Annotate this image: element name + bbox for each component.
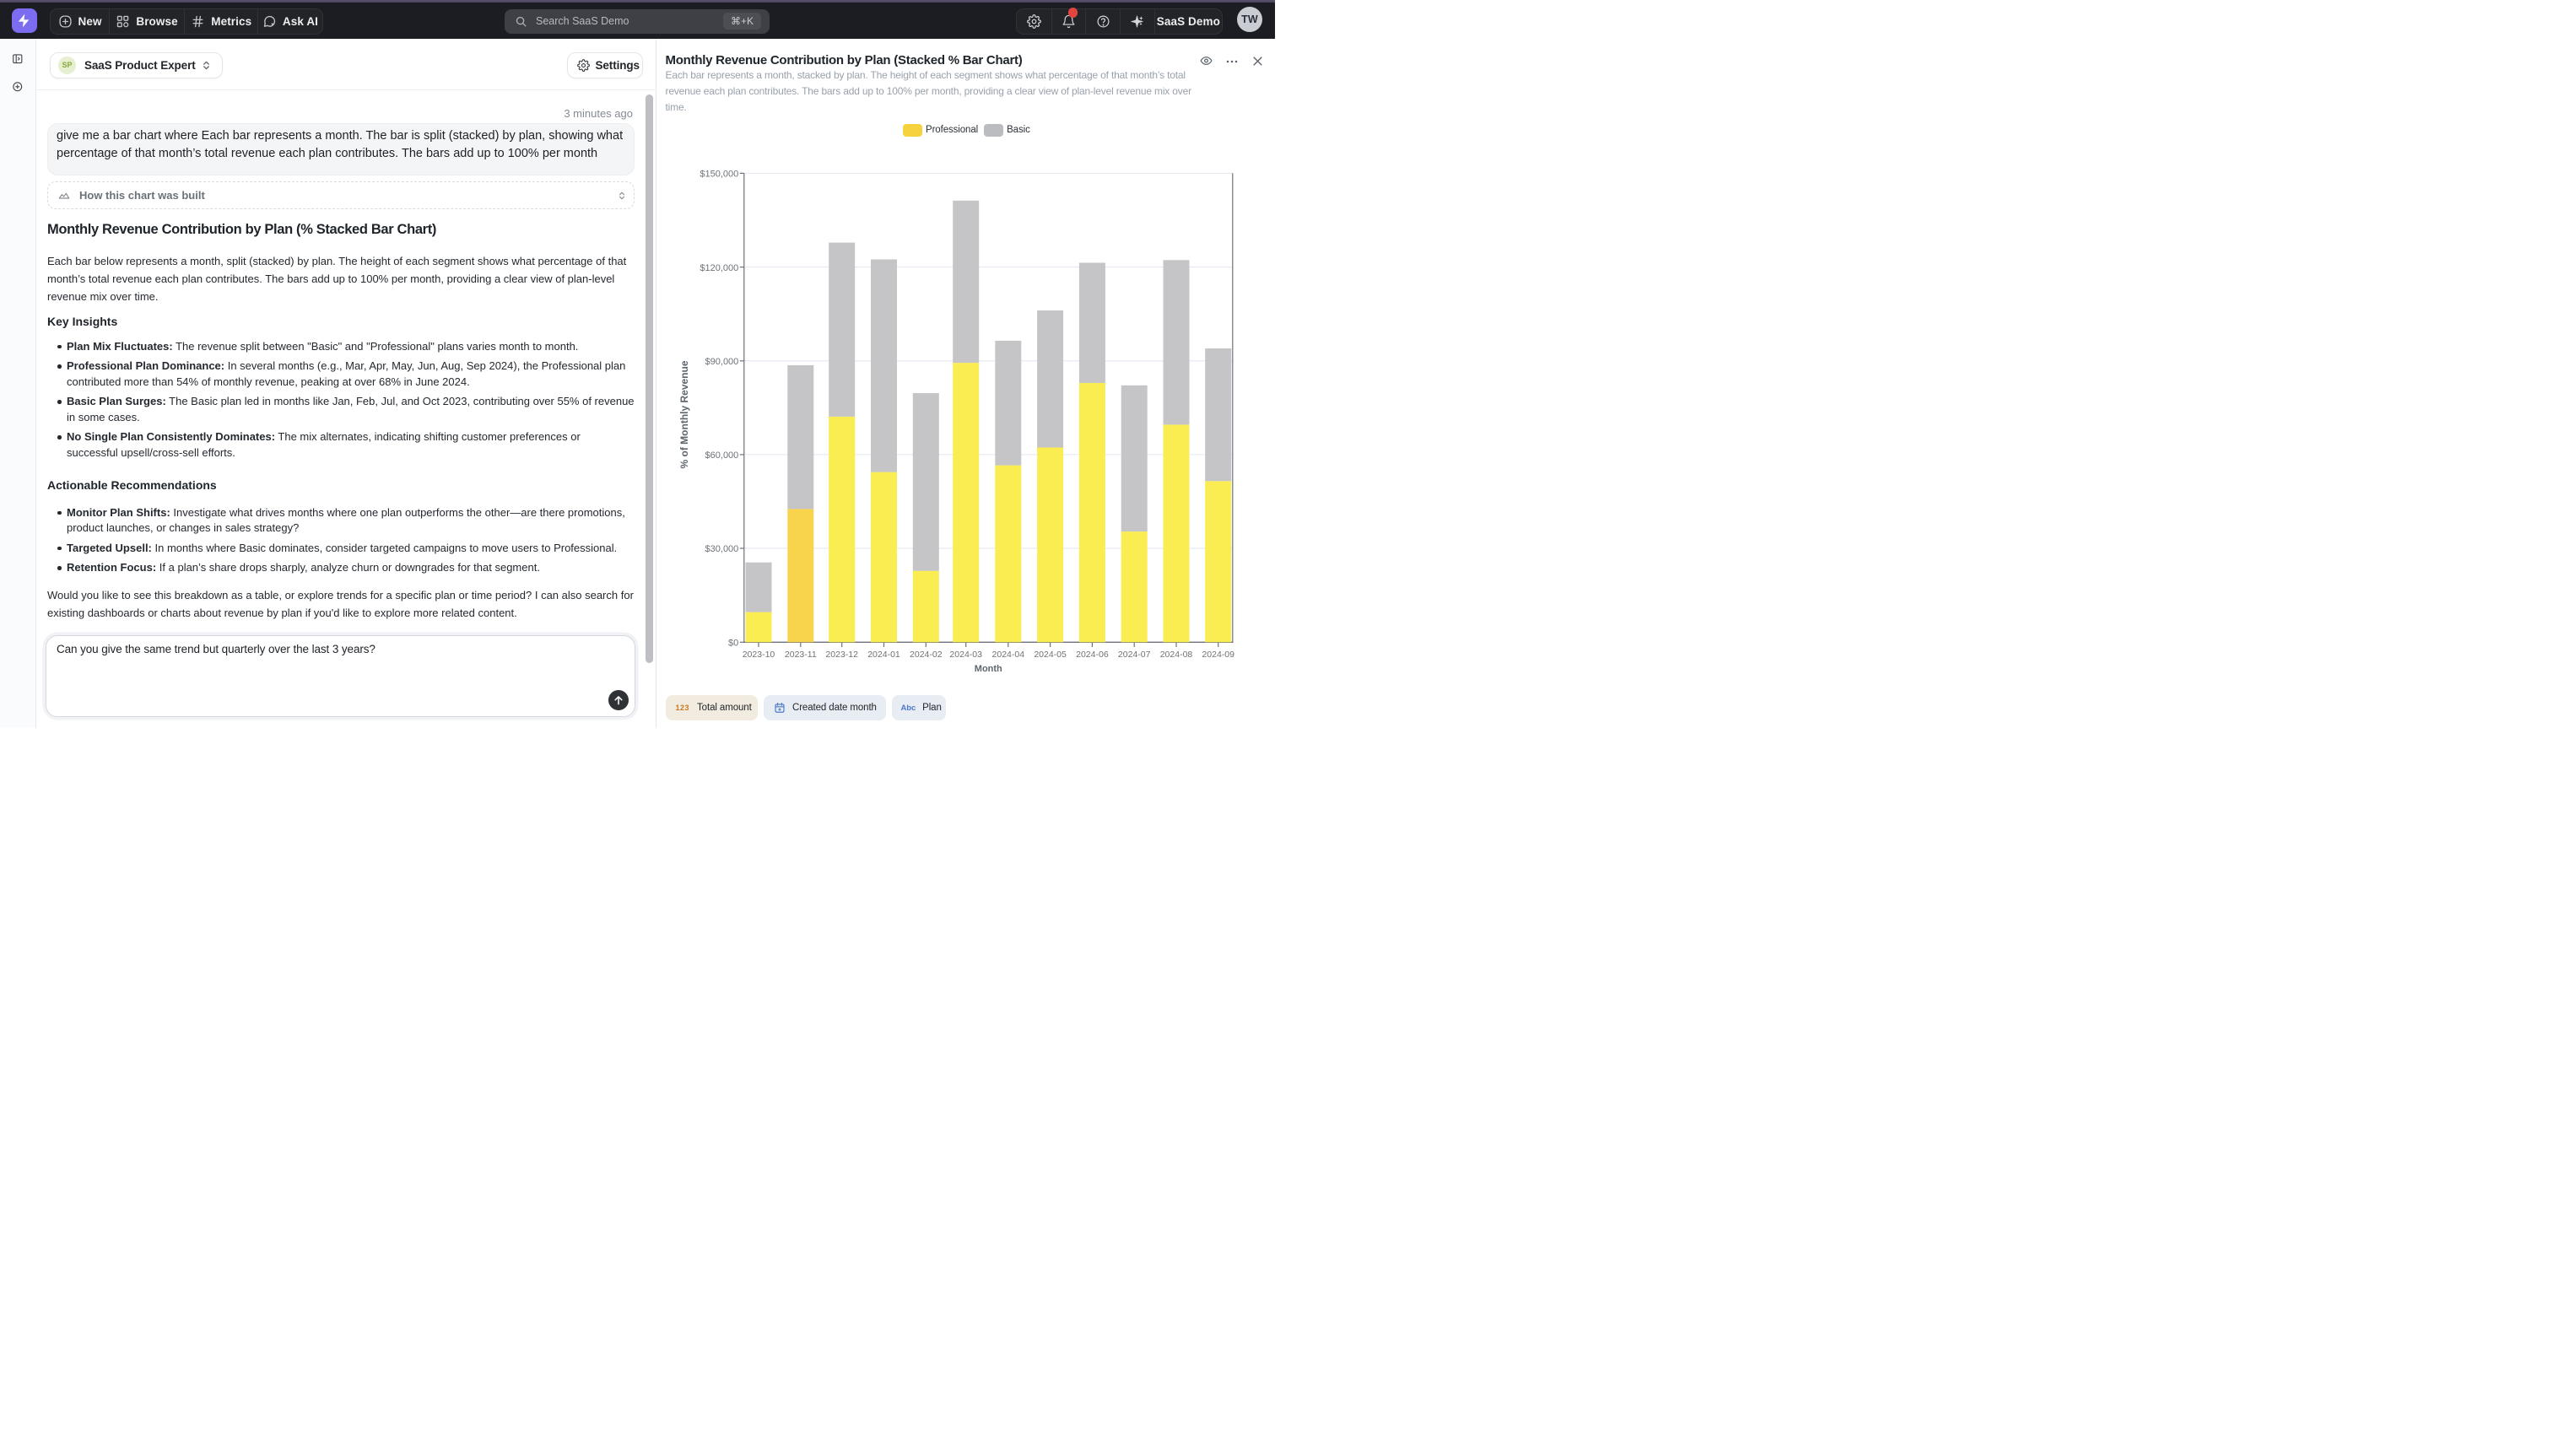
svg-text:$150,000: $150,000 [700,170,738,180]
svg-text:2024-01: 2024-01 [867,650,900,660]
svg-text:2024-09: 2024-09 [1202,650,1234,660]
svg-text:2024-03: 2024-03 [949,650,982,660]
svg-text:$90,000: $90,000 [705,357,738,367]
svg-text:$60,000: $60,000 [705,450,738,461]
svg-text:2024-08: 2024-08 [1159,650,1192,660]
svg-text:$120,000: $120,000 [700,263,738,273]
svg-text:2024-06: 2024-06 [1076,650,1109,660]
svg-text:2024-04: 2024-04 [991,650,1024,660]
svg-text:2024-07: 2024-07 [1117,650,1150,660]
svg-text:2023-10: 2023-10 [742,650,775,660]
svg-text:2024-02: 2024-02 [910,650,943,660]
svg-text:2023-12: 2023-12 [825,650,858,660]
svg-text:$0: $0 [728,639,738,649]
svg-text:% of Monthly Revenue: % of Monthly Revenue [678,360,689,468]
svg-text:2023-11: 2023-11 [784,650,816,660]
svg-text:2024-05: 2024-05 [1034,650,1067,660]
svg-text:Month: Month [974,664,1002,674]
svg-text:$30,000: $30,000 [705,544,738,554]
